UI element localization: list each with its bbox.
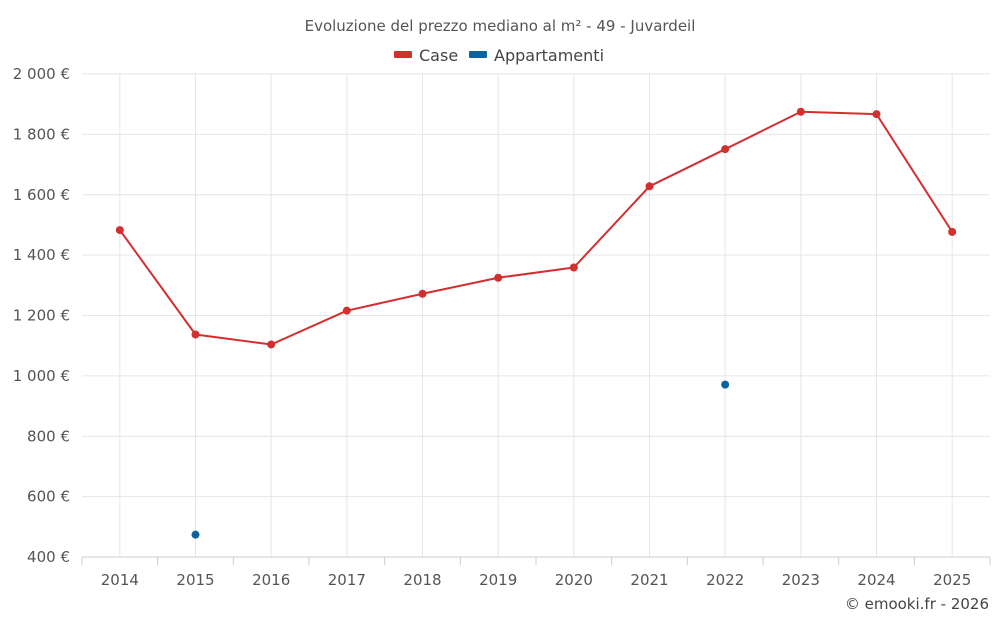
data-point-case-2017 <box>342 306 351 315</box>
data-point-case-2020 <box>569 263 578 272</box>
legend-label-appartamenti: Appartamenti <box>494 46 604 65</box>
y-tick-label: 2 000 € <box>13 65 70 83</box>
x-tick-label: 2017 <box>328 571 366 589</box>
y-tick-label: 1 400 € <box>13 246 70 264</box>
legend-swatch-appartamenti <box>469 51 487 58</box>
data-point-case-2021 <box>645 182 654 191</box>
y-tick-label: 400 € <box>27 548 70 566</box>
series-line-case <box>119 110 954 346</box>
data-point-case-2019 <box>494 273 503 282</box>
chart-title: Evoluzione del prezzo mediano al m² - 49… <box>305 17 696 35</box>
data-point-appartamenti-2015 <box>191 530 200 539</box>
x-tick-label: 2014 <box>101 571 139 589</box>
x-tick-label: 2018 <box>403 571 441 589</box>
y-tick-label: 800 € <box>27 427 70 445</box>
data-point-case-2024 <box>872 110 881 119</box>
credit-text: © emooki.fr - 2026 <box>845 595 989 613</box>
x-axis: 2014 2015 2016 2017 2018 2019 2020 2021 2022 2023… <box>81 556 991 589</box>
x-tick-label: 2016 <box>252 571 290 589</box>
grid-lines <box>82 73 990 558</box>
x-tick-label: 2019 <box>479 571 517 589</box>
legend: Case Appartamenti <box>394 46 604 65</box>
data-point-appartamenti-2022 <box>721 380 730 389</box>
x-tick-label: 2023 <box>782 571 820 589</box>
x-tick-label: 2015 <box>176 571 214 589</box>
x-tick-label: 2022 <box>706 571 744 589</box>
data-point-case-2016 <box>267 340 276 349</box>
legend-swatch-case <box>394 51 412 58</box>
data-point-case-2018 <box>418 289 427 298</box>
series-layer <box>115 107 957 539</box>
y-axis: 400 € 600 € 800 € 1 000 € 1 200 € 1 400 € 1 60… <box>13 65 70 566</box>
data-point-case-2022 <box>721 145 730 154</box>
x-tick-label: 2020 <box>555 571 593 589</box>
data-point-case-2014 <box>115 226 124 235</box>
legend-label-case: Case <box>419 46 458 65</box>
y-tick-label: 1 800 € <box>13 125 70 143</box>
y-tick-label: 1 000 € <box>13 367 70 385</box>
y-tick-label: 1 600 € <box>13 186 70 204</box>
data-point-case-2015 <box>191 330 200 339</box>
x-tick-label: 2025 <box>933 571 971 589</box>
x-tick-label: 2021 <box>630 571 668 589</box>
data-point-case-2023 <box>796 107 805 116</box>
y-tick-label: 1 200 € <box>13 307 70 325</box>
data-point-case-2025 <box>948 227 957 236</box>
y-tick-label: 600 € <box>27 488 70 506</box>
x-tick-label: 2024 <box>857 571 895 589</box>
